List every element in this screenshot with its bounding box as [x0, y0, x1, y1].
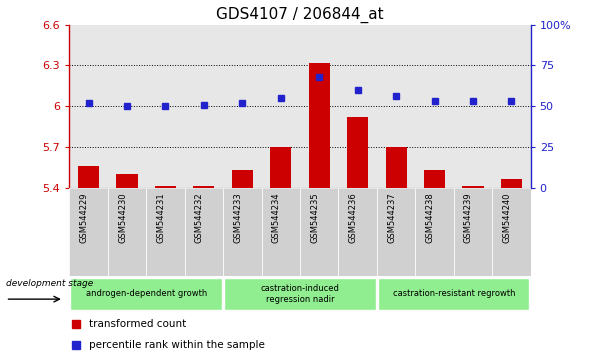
Text: GSM544234: GSM544234 — [272, 192, 281, 243]
Bar — [71, 278, 222, 310]
Bar — [223, 188, 262, 276]
Bar — [338, 25, 377, 188]
Bar — [146, 188, 185, 276]
Text: GSM544233: GSM544233 — [233, 192, 242, 243]
Bar — [463, 186, 484, 188]
Bar — [69, 25, 108, 188]
Bar — [492, 25, 531, 188]
Bar — [116, 174, 137, 188]
Text: androgen-dependent growth: androgen-dependent growth — [86, 289, 207, 298]
Bar — [300, 188, 338, 276]
Bar — [492, 188, 531, 276]
Bar — [385, 147, 406, 188]
Bar — [224, 278, 376, 310]
Text: castration-induced
regression nadir: castration-induced regression nadir — [260, 284, 339, 303]
Text: percentile rank within the sample: percentile rank within the sample — [89, 339, 265, 350]
Text: GSM544236: GSM544236 — [349, 192, 358, 243]
Bar — [108, 188, 146, 276]
Bar — [223, 25, 262, 188]
Bar — [415, 25, 453, 188]
Bar — [378, 278, 529, 310]
Bar — [146, 25, 185, 188]
Text: GSM544232: GSM544232 — [195, 192, 204, 243]
Bar — [262, 25, 300, 188]
Bar — [232, 170, 253, 188]
Bar — [424, 170, 445, 188]
Text: GSM544238: GSM544238 — [426, 192, 435, 243]
Text: GSM544231: GSM544231 — [156, 192, 165, 243]
Bar — [185, 188, 223, 276]
Bar — [262, 188, 300, 276]
Bar — [454, 25, 492, 188]
Bar — [270, 147, 291, 188]
Bar — [454, 188, 492, 276]
Text: GSM544235: GSM544235 — [310, 192, 319, 243]
Bar — [347, 117, 368, 188]
Bar — [338, 188, 377, 276]
Bar — [194, 186, 215, 188]
Bar — [377, 25, 415, 188]
Text: transformed count: transformed count — [89, 319, 186, 330]
Text: castration-resistant regrowth: castration-resistant regrowth — [393, 289, 515, 298]
Bar — [501, 179, 522, 188]
Bar — [309, 63, 330, 188]
Bar — [69, 188, 108, 276]
Bar — [377, 188, 415, 276]
Text: GSM544239: GSM544239 — [464, 192, 473, 243]
Bar — [300, 25, 338, 188]
Bar — [185, 25, 223, 188]
Text: GSM544229: GSM544229 — [80, 192, 89, 242]
Text: development stage: development stage — [5, 279, 93, 289]
Text: GSM544230: GSM544230 — [118, 192, 127, 243]
Title: GDS4107 / 206844_at: GDS4107 / 206844_at — [216, 7, 384, 23]
Text: GSM544237: GSM544237 — [387, 192, 396, 243]
Bar — [415, 188, 453, 276]
Bar — [155, 186, 176, 188]
Text: GSM544240: GSM544240 — [502, 192, 511, 242]
Bar — [108, 25, 146, 188]
Bar — [78, 166, 99, 188]
